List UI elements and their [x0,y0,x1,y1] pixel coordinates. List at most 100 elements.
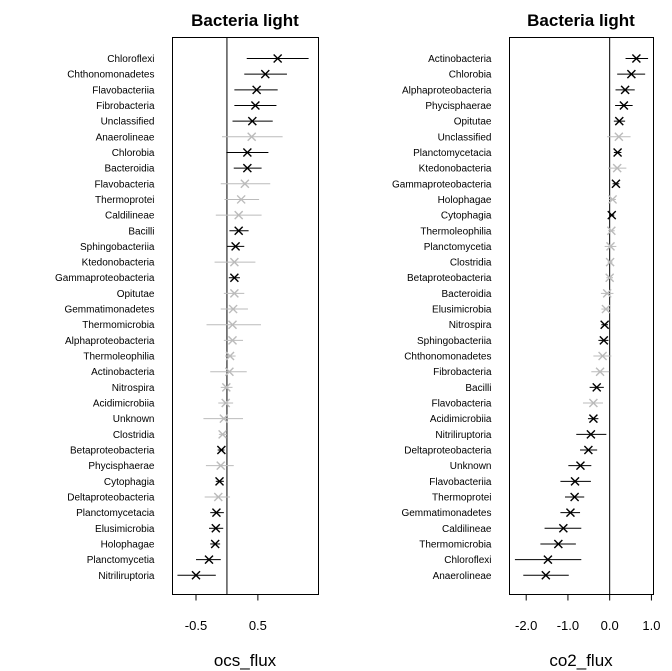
category-label: Alphaproteobacteria [65,336,155,347]
estimate-marker [211,508,221,518]
category-label: Chloroflexi [107,54,154,65]
category-label: Deltaproteobacteria [404,446,492,457]
x-tick-label: 0.5 [249,618,267,633]
marker-stroke [211,523,221,533]
estimate-marker [240,179,250,189]
marker-stroke [210,539,220,549]
estimate-marker [216,445,226,455]
plot-frame [509,37,654,595]
category-label: Cytophagia [104,477,155,488]
estimate-marker [229,273,239,283]
marker-stroke [583,445,593,455]
estimate-marker [612,163,622,173]
estimate-marker [225,351,235,361]
category-label: Acidimicrobiia [93,399,155,410]
marker-stroke [614,132,624,142]
estimate-marker [221,382,231,392]
x-tick-label: 0.0 [601,618,619,633]
estimate-marker [592,382,602,392]
marker-stroke [605,257,615,267]
marker-stroke [234,210,244,220]
category-label: Thermoleophilia [83,352,155,363]
marker-stroke [611,179,621,189]
marker-stroke [588,414,598,424]
marker-stroke [592,382,602,392]
category-label: Unclassified [438,132,492,143]
marker-stroke [586,429,596,439]
estimate-marker [583,445,593,455]
estimate-marker [619,100,629,110]
marker-stroke [224,367,234,377]
category-label: Fibrobacteria [433,367,492,378]
category-label: Acidimicrobiia [430,414,492,425]
marker-stroke [608,194,618,204]
marker-stroke [231,241,241,251]
estimate-marker [614,116,624,126]
marker-stroke [215,476,225,486]
category-label: Thermoprotei [432,492,491,503]
category-label: Bacilli [128,226,154,237]
estimate-marker [599,335,609,345]
marker-stroke [229,273,239,283]
category-label: Betaproteobacteria [407,273,492,284]
marker-stroke [553,539,563,549]
estimate-marker [228,304,238,314]
marker-stroke [229,257,239,267]
category-label: Clostridia [450,258,492,269]
co2-flux-panel: Bacteria light co2_flux -2.0 -1.0 0.0 1.0 Ac… [392,11,660,670]
estimate-marker [565,508,575,518]
x-tick-label: -0.5 [185,618,207,633]
marker-stroke [565,508,575,518]
estimate-marker [260,69,270,79]
category-label: Thermoprotei [95,195,154,206]
plot-frame [172,37,319,595]
category-label: Anaerolineae [433,571,492,582]
estimate-marker [242,147,252,157]
marker-stroke [607,210,617,220]
category-label: Thermomicrobia [82,320,155,331]
category-label: Clostridia [113,430,155,441]
category-label: Nitriliruptoria [98,571,155,582]
category-label: Ktedonobacteria [82,258,155,269]
estimate-marker [588,414,598,424]
marker-stroke [595,367,605,377]
estimate-marker [620,85,630,95]
estimate-marker [601,304,611,314]
marker-stroke [558,523,568,533]
marker-stroke [614,116,624,126]
marker-stroke [252,85,262,95]
marker-stroke [570,492,580,502]
category-label: Unknown [113,414,155,425]
category-label: Planctomycetacia [413,148,492,159]
category-label: Gemmatimonadetes [64,305,154,316]
marker-stroke [602,288,612,298]
category-label: Deltaproteobacteria [67,492,155,503]
category-label: Chthonomonadetes [67,70,154,81]
estimate-marker [606,226,616,236]
category-label: Phycisphaerae [88,461,155,472]
marker-stroke [626,69,636,79]
category-label: Nitrospira [112,383,155,394]
estimate-marker [611,179,621,189]
marker-stroke [619,100,629,110]
estimate-marker [541,570,551,580]
estimate-marker [228,320,238,330]
x-tick-label: 1.0 [642,618,660,633]
estimate-marker [213,492,223,502]
marker-stroke [228,335,238,345]
marker-stroke [229,288,239,298]
marker-stroke [598,351,608,361]
estimate-marker [247,132,257,142]
category-label: Elusimicrobia [95,524,155,535]
marker-stroke [228,304,238,314]
estimate-marker [570,492,580,502]
marker-stroke [588,398,598,408]
marker-stroke [631,54,641,63]
category-label: Planctomycetia [424,242,492,253]
estimate-marker [607,210,617,220]
category-label: Unclassified [101,117,155,128]
estimate-marker [252,85,262,95]
marker-stroke [543,555,553,565]
category-label: Actinobacteria [428,54,492,65]
